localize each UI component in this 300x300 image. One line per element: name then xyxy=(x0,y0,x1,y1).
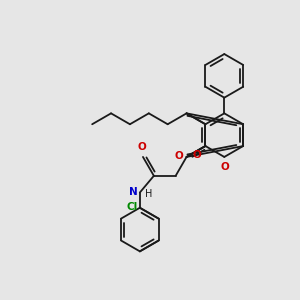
Text: N: N xyxy=(129,187,138,196)
Text: H: H xyxy=(145,190,152,200)
Text: O: O xyxy=(175,151,184,161)
Text: O: O xyxy=(221,162,230,172)
Text: Cl: Cl xyxy=(127,202,138,212)
Text: O: O xyxy=(138,142,146,152)
Text: O: O xyxy=(192,150,201,160)
